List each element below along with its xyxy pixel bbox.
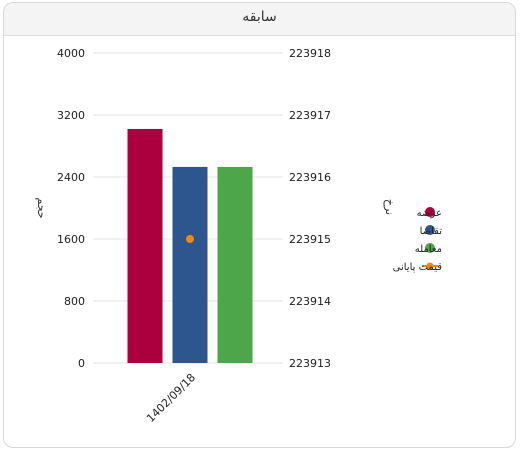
y-right-tick-label: 223916 (289, 171, 331, 184)
legend-marker-معامله[interactable] (425, 243, 435, 253)
y-left-axis-title: حجم (35, 197, 48, 218)
x-category-label: 1402/09/18 (144, 371, 198, 425)
y-right-axis-title: نرخ (383, 199, 396, 215)
legend-label[interactable]: تقاضا (420, 226, 443, 237)
card-title: سابقه (242, 9, 277, 25)
y-left-tick-label: 4000 (57, 47, 85, 60)
y-right-tick-label: 223915 (289, 233, 331, 246)
bar-عرضه (127, 128, 163, 363)
bar-معامله (217, 166, 253, 363)
point-قیمت پایانی (186, 235, 194, 243)
y-left-tick-label: 3200 (57, 109, 85, 122)
legend-label[interactable]: قیمت پایانی (393, 262, 443, 273)
legend-marker-عرضه[interactable] (425, 207, 435, 217)
card-header: سابقه (4, 3, 515, 36)
y-left-tick-label: 2400 (57, 171, 85, 184)
history-card: سابقه (3, 2, 516, 448)
y-right-tick-label: 223917 (289, 109, 331, 122)
y-left-tick-label: 1600 (57, 233, 85, 246)
legend-label[interactable]: معامله (415, 244, 442, 255)
y-left-tick-label: 0 (78, 357, 85, 370)
legend-label[interactable]: عرضه (417, 208, 442, 219)
bar-تقاضا (172, 166, 208, 363)
y-left-tick-label: 800 (64, 295, 85, 308)
legend-marker-تقاضا[interactable] (425, 225, 435, 235)
y-right-tick-label: 223914 (289, 295, 331, 308)
legend-marker-dot[interactable] (426, 262, 434, 270)
y-right-tick-label: 223918 (289, 47, 331, 60)
y-right-tick-label: 223913 (289, 357, 331, 370)
